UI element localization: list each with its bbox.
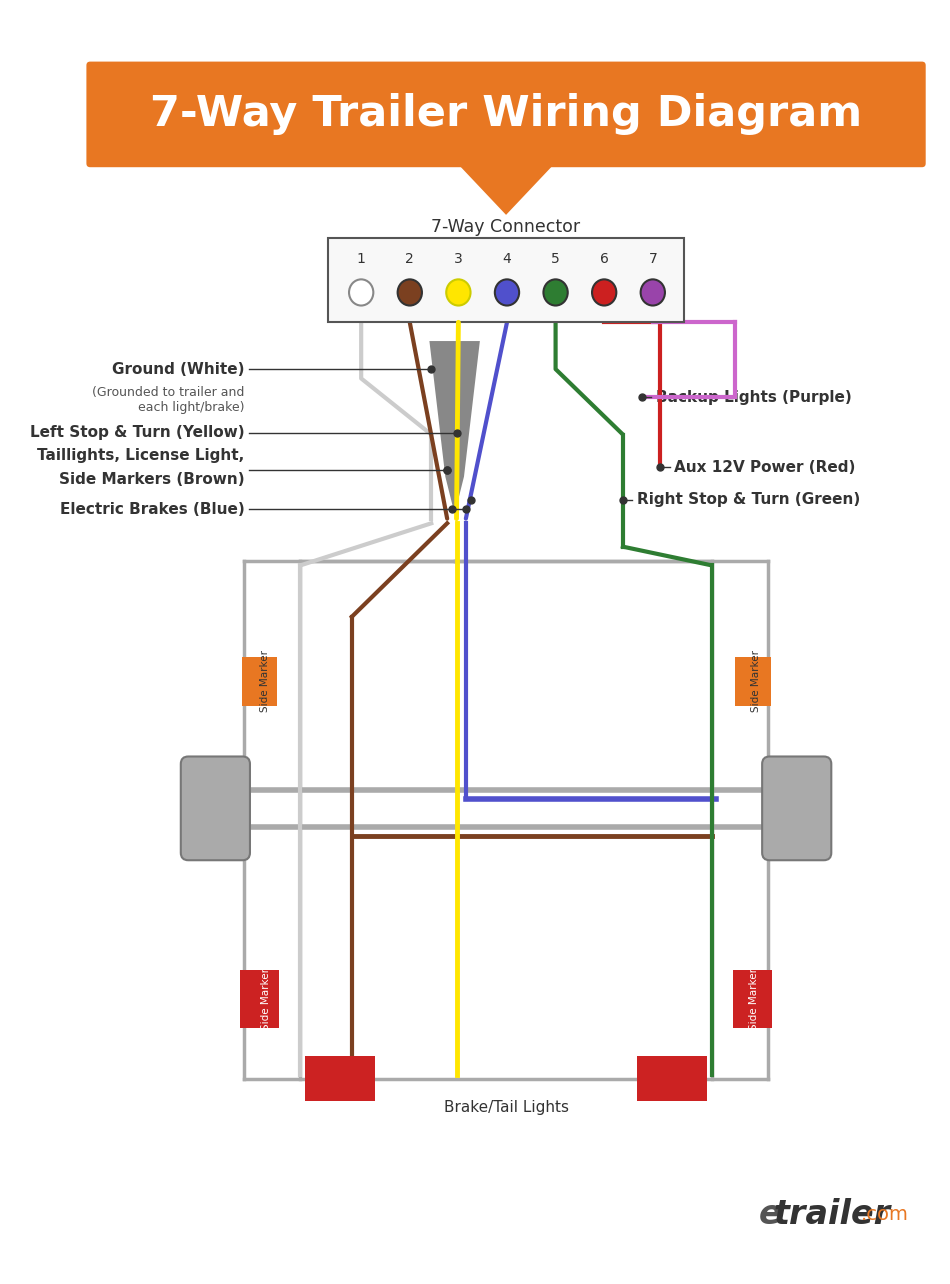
Text: Side Marker: Side Marker — [750, 650, 761, 713]
Bar — [305, 1055, 375, 1100]
Text: 4: 4 — [503, 252, 511, 266]
Text: 3: 3 — [454, 252, 463, 266]
Bar — [241, 657, 277, 705]
Text: 7-Way Connector: 7-Way Connector — [431, 218, 580, 236]
Bar — [329, 239, 684, 322]
Text: 7-Way Trailer Wiring Diagram: 7-Way Trailer Wiring Diagram — [150, 94, 862, 135]
Text: Brake/Tail Lights: Brake/Tail Lights — [444, 1100, 568, 1115]
FancyBboxPatch shape — [762, 756, 831, 860]
Bar — [636, 1055, 707, 1100]
Text: Backup Lights (Purple): Backup Lights (Purple) — [656, 389, 851, 404]
Text: 1: 1 — [357, 252, 366, 266]
Text: Right Stop & Turn (Green): Right Stop & Turn (Green) — [636, 493, 860, 507]
Text: Taillights, License Light,: Taillights, License Light, — [37, 448, 244, 462]
Text: 6: 6 — [599, 252, 609, 266]
Ellipse shape — [446, 280, 470, 306]
Text: 5: 5 — [551, 252, 560, 266]
Text: Left Stop & Turn (Yellow): Left Stop & Turn (Yellow) — [29, 425, 244, 440]
Text: Side Marker: Side Marker — [261, 968, 271, 1030]
Text: Ground (White): Ground (White) — [112, 362, 244, 376]
Text: Side Marker: Side Marker — [260, 650, 270, 713]
Text: Side Marker: Side Marker — [749, 968, 759, 1030]
Text: (Grounded to trailer and
each light/brake): (Grounded to trailer and each light/brak… — [92, 386, 244, 413]
Text: Aux 12V Power (Red): Aux 12V Power (Red) — [674, 460, 856, 475]
Ellipse shape — [640, 280, 665, 306]
Bar — [735, 657, 770, 705]
Bar — [239, 969, 279, 1028]
Text: Side Markers (Brown): Side Markers (Brown) — [59, 473, 244, 487]
Text: trailer: trailer — [773, 1198, 890, 1231]
Ellipse shape — [398, 280, 422, 306]
FancyBboxPatch shape — [180, 756, 250, 860]
Text: .com: .com — [862, 1206, 909, 1225]
Polygon shape — [429, 342, 480, 514]
Ellipse shape — [349, 280, 373, 306]
Ellipse shape — [543, 280, 568, 306]
Text: 7: 7 — [649, 252, 657, 266]
Text: Electric Brakes (Blue): Electric Brakes (Blue) — [60, 502, 244, 516]
Text: e: e — [758, 1198, 781, 1231]
Polygon shape — [458, 163, 555, 214]
Ellipse shape — [495, 280, 519, 306]
FancyBboxPatch shape — [86, 62, 925, 167]
Bar — [733, 969, 772, 1028]
Text: 2: 2 — [406, 252, 414, 266]
Ellipse shape — [592, 280, 617, 306]
